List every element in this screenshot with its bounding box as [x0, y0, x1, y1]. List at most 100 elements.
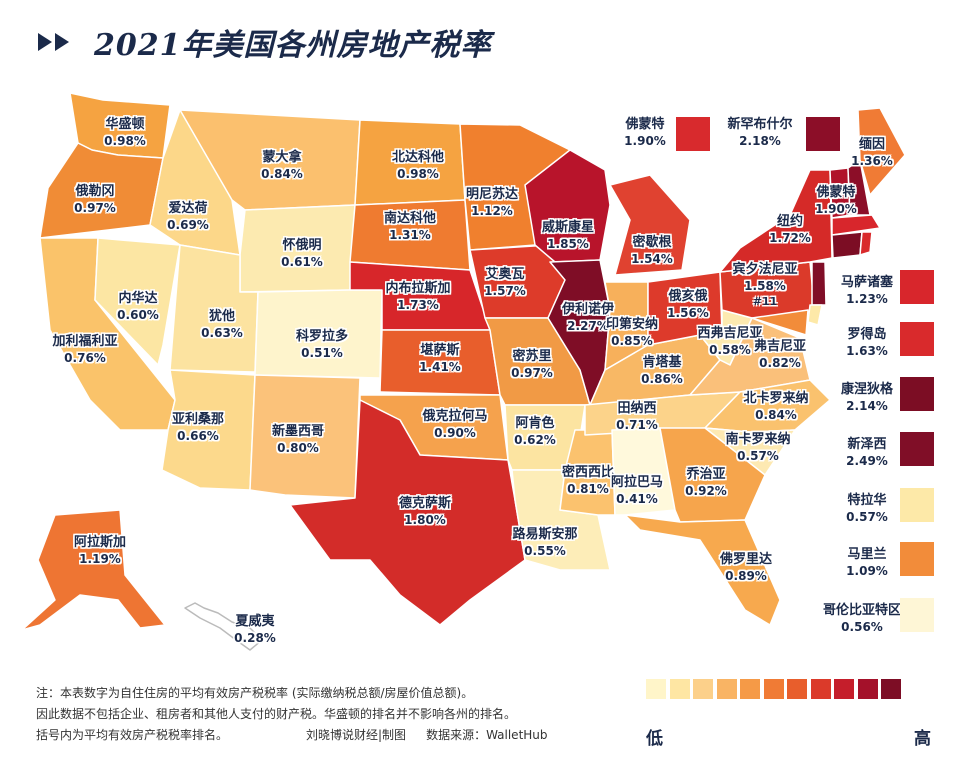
- state-name: 缅因: [858, 137, 886, 152]
- state-label-nd: 北达科他 0.98%: [392, 150, 444, 182]
- state-name: 佛罗里达: [719, 552, 773, 567]
- state-label-mi: 密歇根 1.54%: [631, 235, 673, 267]
- note-line-1: 注：本表数字为自住住房的平均有效房产税税率 (实际缴纳税总额/房屋价值总额)。: [36, 686, 474, 700]
- state-rate: 1.58%: [744, 279, 786, 293]
- state-name: 纽约: [776, 214, 804, 229]
- legend-swatch: [787, 679, 807, 699]
- state-NJ: [811, 261, 827, 306]
- state-label-ut: 犹他 0.63%: [201, 309, 243, 341]
- state-label-me: 缅因 1.36%: [851, 137, 893, 169]
- state-label-pa: 宾夕法尼亚 1.58% #11: [732, 262, 797, 310]
- state-label-la: 路易斯安那 0.55%: [512, 527, 577, 559]
- state-name: 宾夕法尼亚: [732, 262, 798, 277]
- state-MI: [609, 174, 691, 276]
- state-label-mo: 密苏里 0.97%: [511, 349, 553, 381]
- source-text: 数据来源：WalletHub: [426, 728, 548, 742]
- state-name: 华盛顿: [105, 117, 145, 132]
- state-name: 北达科他: [391, 150, 445, 165]
- state-CO: [254, 289, 383, 379]
- state-label-ks: 堪萨斯 1.41%: [419, 343, 461, 375]
- state-rate: 1.19%: [79, 552, 121, 566]
- state-ME: [857, 107, 906, 196]
- state-rate: 1.31%: [389, 228, 431, 242]
- state-name: 明尼苏达: [465, 187, 519, 202]
- note-line-2: 因此数据不包括企业、租房者和其他人支付的财产税。华盛顿的排名并不影响各州的排名。: [36, 707, 517, 721]
- side-box-label: 康涅狄格 2.14%: [841, 382, 893, 414]
- state-label-hi: 夏威夷 0.28%: [234, 614, 276, 646]
- state-name: 威斯康星: [541, 220, 595, 235]
- state-rate: 0.81%: [567, 482, 609, 496]
- state-CT: [831, 231, 863, 259]
- side-box-label: 马萨诸塞 1.23%: [841, 275, 893, 307]
- state-AK: [21, 509, 166, 631]
- state-name: 南达科他: [383, 211, 437, 226]
- state-name: 弗吉尼亚: [753, 339, 807, 354]
- state-name: 阿拉巴马: [610, 475, 664, 490]
- state-rate: 0.90%: [434, 426, 476, 440]
- state-TX: [289, 399, 526, 626]
- state-NM: [249, 374, 361, 499]
- side-box-swatch: [900, 377, 934, 411]
- color-scale-legend: [646, 679, 905, 699]
- state-label-nv: 内华达 0.60%: [117, 291, 159, 323]
- side-box-name: 新泽西: [847, 437, 887, 452]
- side-box-rate: 2.49%: [846, 454, 888, 468]
- state-name: 蒙大拿: [262, 150, 302, 165]
- state-name: 夏威夷: [235, 614, 275, 629]
- state-label-ca: 加利福利亚 0.76%: [52, 334, 117, 366]
- state-name: 科罗拉多: [295, 329, 349, 344]
- state-rate: 1.80%: [404, 513, 446, 527]
- state-RI: [859, 231, 873, 256]
- state-rate: 1.36%: [851, 154, 893, 168]
- state-rate: 0.97%: [74, 201, 116, 215]
- state-label-ga: 乔治亚 0.92%: [685, 467, 727, 499]
- side-box-label: 哥伦比亚特区 0.56%: [823, 603, 901, 635]
- state-rate: 0.89%: [725, 569, 767, 583]
- state-label-co: 科罗拉多 0.51%: [296, 329, 348, 361]
- state-label-wv: 西弗吉尼亚 0.58%: [697, 326, 762, 358]
- side-box-swatch: [900, 270, 934, 304]
- state-name: 佛蒙特: [816, 185, 856, 200]
- state-name: 阿肯色: [515, 416, 555, 431]
- state-label-ny: 纽约 1.72%: [769, 214, 811, 246]
- state-name: 亚利桑那: [171, 412, 225, 427]
- side-box-rate: 1.23%: [846, 292, 888, 306]
- state-name: 俄亥俄: [668, 289, 708, 304]
- state-name: 西弗吉尼亚: [697, 326, 763, 341]
- state-label-ar: 阿肯色 0.62%: [514, 416, 556, 448]
- legend-swatch: [834, 679, 854, 699]
- state-label-or: 俄勒冈 0.97%: [74, 184, 116, 216]
- state-rate: 0.92%: [685, 484, 727, 498]
- state-label-fl: 佛罗里达 0.89%: [720, 552, 772, 584]
- play-arrows-icon: [38, 33, 72, 51]
- state-AL: [611, 427, 676, 516]
- state-label-wy: 怀俄明 0.61%: [281, 238, 323, 270]
- state-label-tx: 德克萨斯 1.80%: [399, 496, 451, 528]
- side-box-name: 马里兰: [847, 547, 887, 562]
- state-rate: 0.62%: [514, 433, 556, 447]
- state-rank: #11: [752, 295, 778, 308]
- state-label-sc: 南卡罗来纳 0.57%: [725, 432, 790, 464]
- state-label-ak: 阿拉斯加 1.19%: [74, 535, 126, 567]
- state-rate: 0.98%: [104, 134, 146, 148]
- state-rate: 0.76%: [64, 351, 106, 365]
- state-DE: [807, 304, 823, 326]
- legend-low-label: 低: [646, 729, 663, 749]
- state-rate: 0.60%: [117, 308, 159, 322]
- legend-swatch: [881, 679, 901, 699]
- side-box-name: 罗得岛: [847, 327, 887, 342]
- ne-box-swatch: [676, 117, 710, 151]
- side-box-swatch: [900, 598, 934, 632]
- state-rate: 0.28%: [234, 631, 276, 645]
- state-MD: [751, 309, 809, 336]
- note-line-3: 括号内为平均有效房产税税率排名。 刘晓博说财经|制图 数据来源：WalletHub: [36, 725, 548, 746]
- note-rank-text: 括号内为平均有效房产税税率排名。: [36, 728, 229, 742]
- side-box-rate: 1.63%: [846, 344, 888, 358]
- header: 2021年美国各州房地产税率: [38, 16, 492, 68]
- ne-box-name: 佛蒙特: [625, 117, 665, 132]
- state-name: 犹他: [208, 309, 236, 324]
- state-name: 印第安纳: [605, 317, 659, 332]
- state-HI: [184, 602, 263, 651]
- state-rate: 0.41%: [616, 492, 658, 506]
- state-label-nm: 新墨西哥 0.80%: [272, 424, 324, 456]
